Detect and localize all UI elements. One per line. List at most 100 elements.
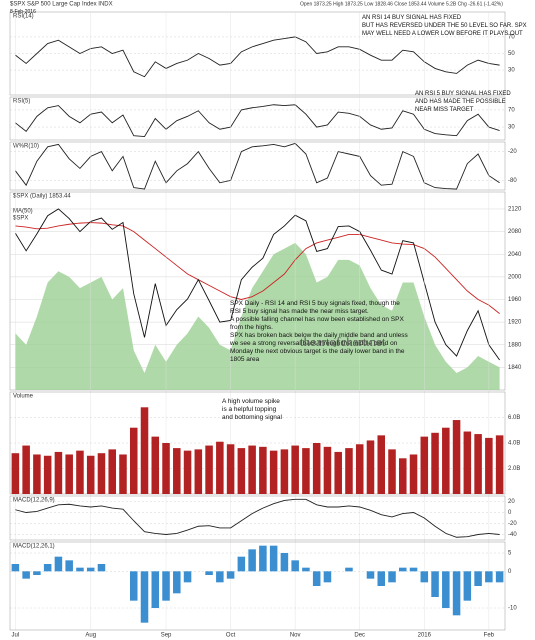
bar: [54, 451, 63, 494]
panel-title: RSI(5): [13, 99, 30, 105]
bar: [452, 571, 461, 616]
x-tick-label: Sep: [161, 633, 172, 639]
bar: [43, 455, 52, 494]
annotation: NEAR MISS TARGET: [415, 107, 474, 113]
bar: [345, 448, 353, 494]
line: [15, 142, 500, 190]
bar: [474, 571, 482, 586]
x-tick-label: Dec: [354, 633, 365, 639]
panel-title: W%R(10): [13, 144, 39, 150]
y-tick-label: 5: [508, 551, 512, 557]
y-tick-label: -40: [508, 532, 517, 538]
line: [15, 36, 500, 78]
y-tick-label: 6.0B: [508, 415, 520, 421]
bar: [399, 567, 407, 572]
annotation: A possible falling channel has now been …: [230, 316, 404, 331]
x-tick-label: Jul: [12, 633, 20, 639]
bar: [237, 556, 246, 572]
bar: [162, 571, 170, 601]
bar: [11, 564, 20, 572]
line: [14, 208, 500, 361]
y-tick-label: 50: [508, 51, 515, 57]
bar: [452, 420, 461, 494]
x-tick-label: Feb: [484, 633, 495, 639]
bar: [269, 545, 278, 572]
bar: [485, 571, 493, 583]
bar: [22, 571, 30, 579]
bar: [194, 449, 203, 494]
bar: [463, 431, 472, 494]
symbol: $SPX S&P 500 Large Cap Index INDX: [10, 2, 113, 8]
bar: [129, 571, 138, 601]
bar: [366, 571, 375, 579]
bar: [119, 454, 127, 494]
annotation: is a helpful topping: [222, 406, 277, 413]
annotation: AN RSI 14 BUY SIGNAL HAS FIXED: [362, 15, 462, 21]
panel-title: $SPX (Daily) 1853.44: [13, 194, 71, 200]
quote: Open 1873.25 High 1873.25 Low 1828.46 Cl…: [300, 1, 503, 7]
bar: [140, 407, 149, 494]
bar: [280, 553, 289, 572]
y-tick-label: 1960: [508, 297, 522, 303]
annotation: BUT HAS REVERSED UNDER THE 50 LEVEL SO F…: [362, 23, 527, 29]
annotation: A high volume spike: [222, 398, 280, 405]
bar: [291, 445, 299, 494]
bar: [409, 454, 418, 494]
bar: [377, 571, 386, 586]
y-tick-label: 70: [508, 107, 515, 113]
panel-frame: [9, 495, 506, 541]
bar: [323, 571, 332, 583]
bar: [97, 453, 106, 494]
panel-title: MACD(12,26,9): [13, 498, 55, 504]
y-tick-label: -80: [508, 178, 517, 184]
x-tick-label: Aug: [85, 633, 96, 639]
bar: [355, 444, 364, 494]
bar: [248, 549, 256, 572]
area: [15, 242, 500, 390]
bar: [463, 571, 472, 601]
line: [15, 498, 500, 538]
bar: [237, 448, 246, 494]
y-tick-label: 2080: [508, 229, 522, 235]
y-tick-label: 30: [508, 125, 515, 131]
bar: [43, 564, 52, 572]
y-tick-label: 1880: [508, 342, 522, 348]
bar: [334, 451, 342, 494]
y-tick-label: 20: [508, 499, 515, 505]
annotation: theartofchart.net: [300, 334, 386, 349]
panel-title: MACD(12,26,1): [13, 544, 55, 550]
bar: [226, 571, 235, 579]
bar: [86, 567, 95, 572]
legend-entry: MA(50): [13, 209, 33, 215]
annotation: AND HAS MADE THE POSSIBLE: [415, 99, 506, 105]
bar: [388, 571, 396, 583]
legend-entry: $SPX: [13, 216, 28, 222]
annotation: and bottoming signal: [222, 414, 282, 421]
bar: [388, 449, 396, 494]
annotation: MAY WELL NEED A LOWER LOW BEFORE IT PLAY…: [362, 31, 523, 37]
bar: [33, 571, 41, 575]
bar: [151, 571, 160, 608]
bar: [33, 454, 41, 494]
bar: [216, 441, 224, 494]
bar: [205, 571, 213, 575]
y-tick-label: 2000: [508, 274, 522, 280]
bar: [183, 571, 192, 583]
bar: [151, 436, 160, 494]
bar: [442, 427, 450, 494]
bar: [22, 445, 30, 494]
bar: [76, 567, 84, 572]
y-tick-label: 0: [508, 569, 512, 575]
y-tick-label: -20: [508, 521, 517, 527]
panel-title: Volume: [13, 394, 34, 400]
bar: [248, 445, 256, 494]
annotation: SPX has broken back below the daily midd…: [230, 332, 408, 363]
line: [15, 104, 500, 138]
bar: [495, 571, 504, 583]
bar: [431, 432, 439, 494]
y-tick-label: 2040: [508, 252, 522, 258]
bar: [108, 449, 116, 494]
annotation: SPX Daily - RSI 14 and RSI 5 buy signals…: [230, 300, 400, 315]
x-tick-label: Oct: [226, 633, 236, 639]
